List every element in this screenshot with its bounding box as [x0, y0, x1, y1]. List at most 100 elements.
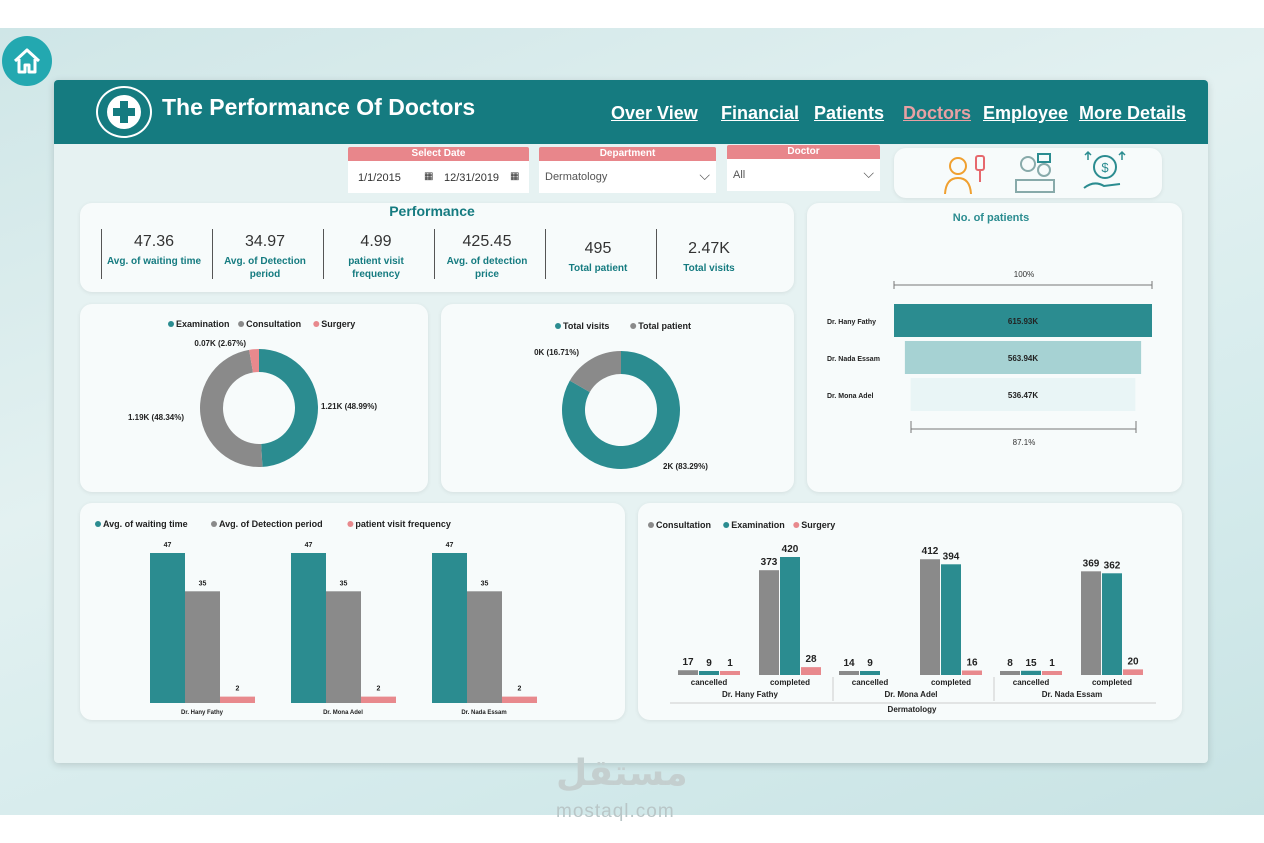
nav-doctors[interactable]: Doctors: [903, 103, 972, 123]
bar-value-label: 35: [199, 580, 207, 587]
nav-more-details[interactable]: More Details: [1079, 103, 1187, 123]
department-dropdown[interactable]: Dermatology ⌵: [539, 161, 716, 193]
donut-slice: [259, 349, 318, 467]
nav-overview[interactable]: Over View: [611, 103, 698, 123]
kpi-total-patient-value: 495: [584, 240, 612, 257]
funnel-value-label: 615.93K: [1008, 317, 1038, 326]
nav-employee[interactable]: Employee: [983, 103, 1069, 123]
patients-funnel-chart: No. of patients 100% 615.93K Dr. Hany Fathy…: [827, 212, 1153, 447]
bar: [860, 671, 880, 675]
legend-dot: [168, 321, 174, 327]
funnel-category-label: Dr. Mona Adel: [827, 393, 873, 400]
bar: [220, 696, 255, 703]
performance-card: Performance: [80, 203, 794, 292]
kpi-total-visits-value: 2.47K: [688, 240, 730, 257]
chevron-down-icon: ⌵: [699, 167, 710, 183]
kpi-visit-frequency-label: patient visit frequency: [348, 256, 404, 280]
nav-financial[interactable]: Financial: [721, 103, 800, 123]
bar: [780, 557, 800, 675]
doctor-label: Dr. Mona Adel: [884, 690, 937, 699]
legend-item: patient visit frequency: [355, 519, 451, 529]
date-filter: 1/1/2015 ▦ 12/31/2019 ▦: [348, 161, 529, 193]
nav-patients[interactable]: Patients: [814, 103, 885, 123]
bar: [1102, 573, 1122, 675]
bar: [1021, 670, 1041, 675]
legend-item: Surgery: [801, 520, 835, 530]
chevron-down-icon: ⌵: [863, 165, 874, 181]
home-button[interactable]: [2, 36, 52, 86]
start-date[interactable]: 1/1/2015: [358, 172, 401, 184]
bar: [326, 591, 361, 703]
bar-value-label: 17: [682, 657, 694, 668]
doctor-label: Dr. Hany Fathy: [722, 690, 779, 699]
bar: [720, 671, 740, 675]
doctor-metrics-chart: Avg. of waiting time Avg. of Detection pe…: [95, 519, 537, 716]
legend-item: Total patient: [638, 321, 691, 331]
funnel-value-label: 563.94K: [1008, 354, 1038, 363]
bar: [361, 696, 396, 703]
doctor-filter-label: Doctor: [727, 145, 880, 159]
legend-item: Examination: [176, 319, 230, 329]
legend-dot: [313, 321, 320, 327]
svg-text:$: $: [1101, 160, 1109, 175]
bar: [839, 671, 859, 675]
calendar-icon[interactable]: ▦: [510, 171, 520, 182]
legend-dot: [723, 522, 730, 528]
money-hand-icon[interactable]: $: [1080, 150, 1130, 196]
bar: [801, 667, 821, 675]
bar-value-label: 16: [966, 658, 978, 669]
funnel-bar: [894, 304, 1152, 337]
funnel-category-label: Dr. Nada Essam: [827, 356, 880, 363]
department-value: Dermatology: [545, 171, 608, 183]
legend-item: Avg. of Detection period: [219, 519, 323, 529]
doctor-dropdown[interactable]: All ⌵: [727, 159, 880, 191]
header-bar: [54, 80, 1208, 144]
status-label: completed: [1092, 678, 1132, 687]
bar-value-label: 1: [1049, 658, 1055, 669]
page-title: The Performance Of Doctors: [162, 94, 476, 120]
watermark-logo: مستقل: [556, 752, 688, 793]
department-filter-label: Department: [539, 147, 716, 161]
donut-slice: [562, 351, 680, 469]
legend-item: Consultation: [246, 319, 301, 329]
legend-dot: [95, 521, 101, 527]
bar-value-label: 35: [481, 580, 489, 587]
bar-value-label: 8: [1007, 658, 1013, 669]
category-label: Dr. Nada Essam: [461, 710, 506, 716]
kpi-waiting-time-label: Avg. of waiting time: [106, 256, 202, 267]
bar-value-label: 369: [1083, 558, 1100, 569]
legend-dot: [555, 323, 561, 329]
funnel-title: No. of patients: [953, 212, 1029, 224]
kpi-separator: [545, 229, 546, 279]
legend-dot: [238, 321, 245, 327]
bar-value-label: 373: [761, 557, 778, 568]
bar-value-label: 1: [727, 658, 733, 669]
bar-value-label: 35: [340, 580, 348, 587]
legend-item: Total visits: [563, 321, 609, 331]
end-date[interactable]: 12/31/2019: [444, 172, 500, 184]
doctor-label: Dr. Nada Essam: [1042, 690, 1102, 699]
watermark-text: mostaql.com: [556, 801, 675, 822]
bar: [185, 591, 220, 703]
kpi-separator: [656, 229, 657, 279]
kpi-visit-frequency-value: 4.99: [360, 233, 392, 250]
doctor-icon[interactable]: [942, 152, 988, 196]
consultation-icon[interactable]: [1012, 152, 1058, 196]
kpi-waiting-time-value: 47.36: [133, 233, 175, 250]
legend-dot: [793, 522, 800, 528]
bar-value-label: 47: [446, 542, 454, 549]
funnel-bar: [904, 341, 1142, 374]
bar-value-label: 15: [1025, 658, 1037, 669]
status-label: completed: [770, 678, 810, 687]
doctor-value: All: [733, 169, 746, 181]
bar-value-label: 9: [867, 658, 873, 669]
date-filter-label: Select Date: [348, 147, 529, 161]
legend-item: Examination: [731, 520, 785, 530]
donut-slice: [569, 351, 621, 393]
status-label: cancelled: [1013, 678, 1050, 687]
status-label: cancelled: [852, 678, 889, 687]
bar: [699, 671, 719, 675]
calendar-icon[interactable]: ▦: [424, 171, 434, 182]
donut-slice: [249, 349, 259, 373]
funnel-category-label: Dr. Hany Fathy: [827, 319, 876, 326]
